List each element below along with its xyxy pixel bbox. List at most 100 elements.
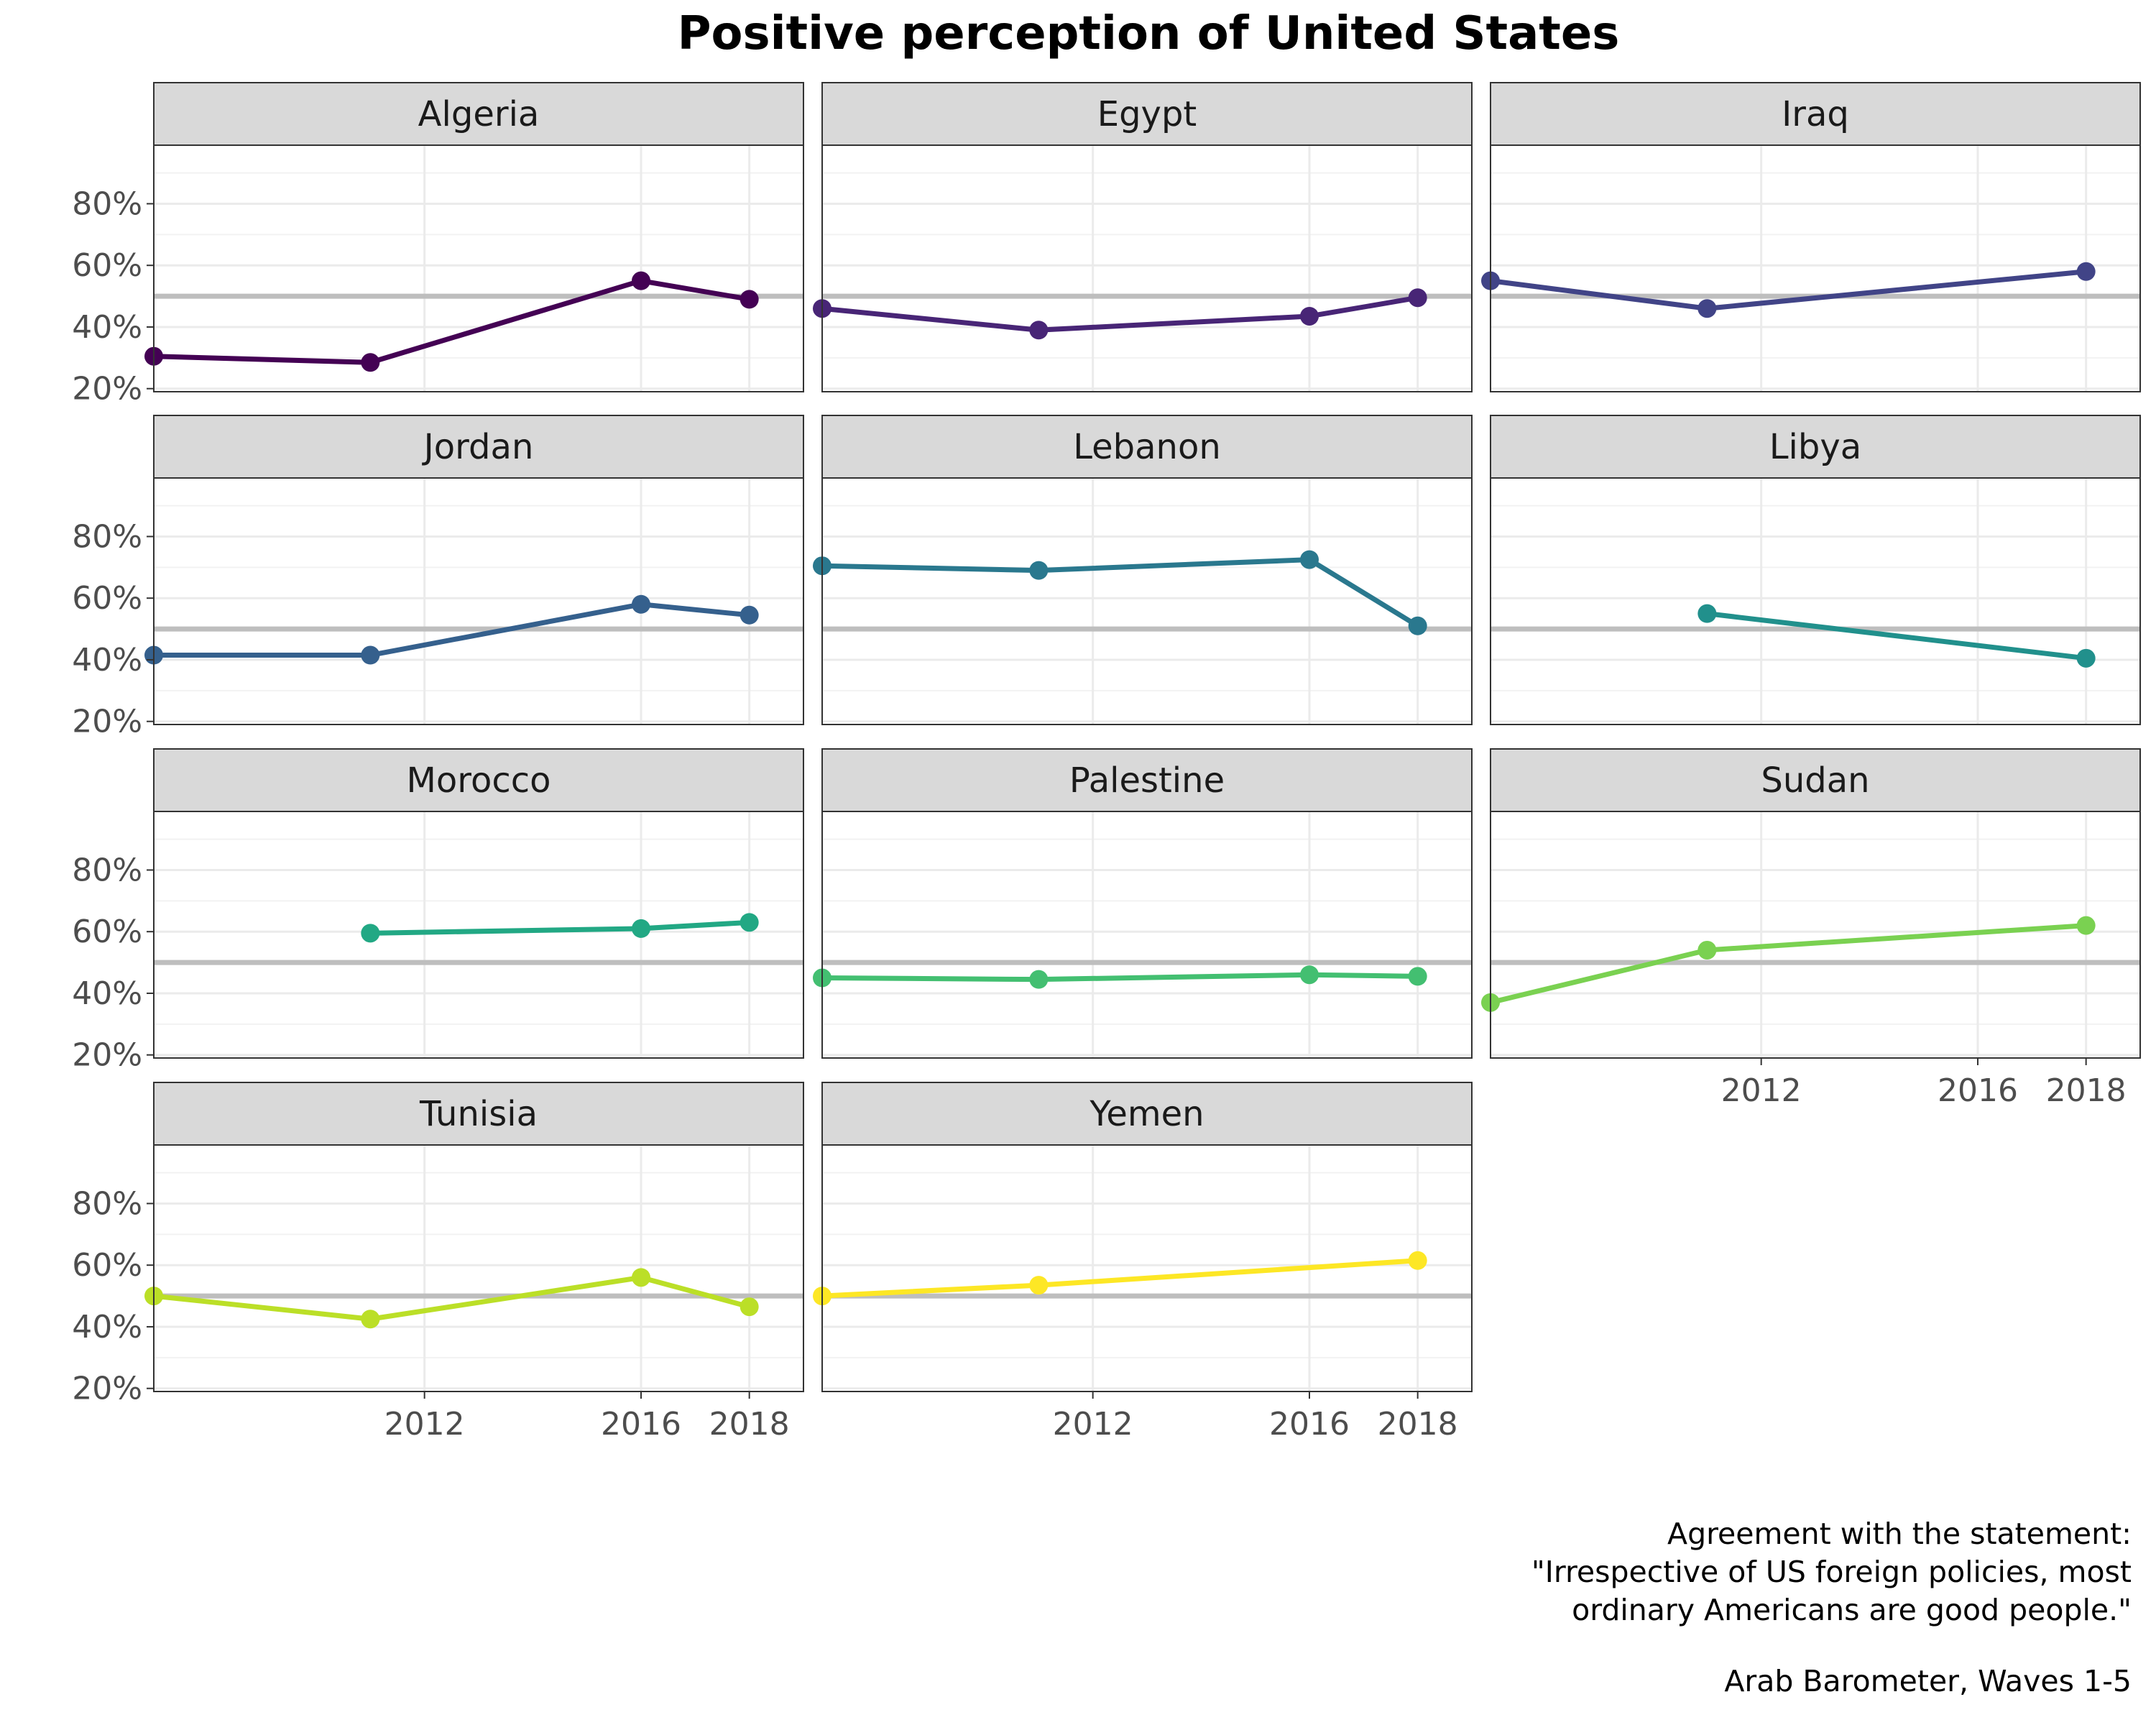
caption-line: Agreement with the statement: bbox=[1667, 1517, 2132, 1551]
data-point bbox=[2076, 916, 2096, 935]
panel-border bbox=[153, 477, 804, 725]
facet-lebanon: Lebanon bbox=[813, 415, 1473, 725]
data-point bbox=[2076, 262, 2096, 281]
series-line bbox=[151, 278, 752, 365]
y-tick-label: 80% bbox=[72, 185, 142, 222]
series-line bbox=[819, 295, 1421, 333]
facet-libya: Libya bbox=[1490, 415, 2141, 725]
facet-strip-label: Egypt bbox=[1097, 94, 1197, 134]
y-tick-label: 40% bbox=[72, 975, 142, 1012]
facet-tunisia: Tunisia 20% 40% 60% 80% 2012 2016 2018 bbox=[72, 1082, 804, 1443]
data-point bbox=[1408, 616, 1427, 635]
data-point bbox=[632, 1268, 650, 1287]
y-tick-label: 60% bbox=[72, 914, 142, 950]
panel-background bbox=[154, 145, 803, 392]
panel-background bbox=[1491, 145, 2140, 392]
data-point bbox=[1029, 970, 1049, 989]
y-tick-label: 20% bbox=[72, 1037, 142, 1074]
panel-border bbox=[153, 144, 804, 392]
series-line bbox=[1704, 611, 2089, 661]
facet-strip bbox=[1490, 748, 2141, 812]
series-line bbox=[151, 1274, 752, 1322]
panel-background bbox=[822, 1145, 1472, 1392]
facet-strip bbox=[153, 82, 804, 146]
facet-strip-label: Morocco bbox=[407, 760, 551, 801]
panel-border bbox=[821, 477, 1473, 725]
facet-strip bbox=[1490, 82, 2141, 146]
caption-line: "Irrespective of US foreign policies, mo… bbox=[1531, 1555, 2132, 1589]
data-point bbox=[361, 645, 380, 665]
facet-strip-label: Tunisia bbox=[419, 1094, 538, 1134]
facet-algeria: Algeria 20% 40% 60% 80% bbox=[72, 82, 804, 408]
facet-palestine: Palestine bbox=[813, 748, 1473, 1059]
panel-border bbox=[821, 811, 1473, 1059]
x-tick-label: 2018 bbox=[1378, 1406, 1458, 1443]
panel-background bbox=[822, 478, 1472, 724]
panel-border bbox=[821, 1144, 1473, 1392]
y-tick-label: 60% bbox=[72, 580, 142, 617]
data-point bbox=[1408, 1251, 1427, 1270]
data-point bbox=[1697, 604, 1717, 623]
data-point bbox=[632, 271, 650, 290]
facet-jordan: Jordan 20% 40% 60% 80% bbox=[72, 415, 804, 740]
data-point bbox=[1029, 561, 1049, 580]
y-tick-label: 80% bbox=[72, 518, 142, 555]
facet-strip-label: Libya bbox=[1769, 427, 1861, 467]
data-point bbox=[740, 1297, 759, 1317]
facet-strip-label: Yemen bbox=[1089, 1094, 1204, 1134]
x-tick-label: 2012 bbox=[384, 1406, 465, 1443]
facet-strip-label: Sudan bbox=[1761, 760, 1869, 801]
data-point bbox=[1697, 940, 1717, 960]
x-tick-label: 2018 bbox=[709, 1406, 790, 1443]
data-point bbox=[1408, 288, 1427, 308]
x-tick-label: 2016 bbox=[601, 1406, 681, 1443]
chart-caption: Agreement with the statement: "Irrespect… bbox=[1531, 1515, 2132, 1701]
facet-strip bbox=[153, 415, 804, 479]
y-tick-label: 20% bbox=[72, 704, 142, 740]
panel-background bbox=[154, 811, 803, 1058]
data-point bbox=[740, 605, 759, 625]
facet-strip bbox=[821, 415, 1473, 479]
panel-border bbox=[153, 811, 804, 1059]
y-tick-label: 40% bbox=[72, 642, 142, 678]
x-tick-label: 2016 bbox=[1269, 1406, 1350, 1443]
facet-strip bbox=[821, 82, 1473, 146]
caption-source: Arab Barometer, Waves 1-5 bbox=[1724, 1664, 2132, 1698]
data-point bbox=[1408, 967, 1427, 986]
chart-title: Positive perception of United States bbox=[678, 7, 1620, 60]
data-point bbox=[740, 290, 759, 309]
x-tick-label: 2012 bbox=[1721, 1072, 1802, 1109]
data-point bbox=[632, 919, 650, 938]
y-tick-label: 20% bbox=[72, 1371, 142, 1407]
panel-background bbox=[822, 145, 1472, 392]
facet-morocco: Morocco 20% 40% 60% 80% bbox=[72, 748, 804, 1074]
panel-border bbox=[153, 1144, 804, 1392]
facet-iraq: Iraq bbox=[1481, 82, 2141, 392]
facet-strip-label: Palestine bbox=[1069, 760, 1225, 801]
panel-background bbox=[822, 811, 1472, 1058]
facet-yemen: Yemen 2012 2016 2018 bbox=[813, 1082, 1473, 1443]
y-tick-label: 80% bbox=[72, 852, 142, 888]
data-point bbox=[1029, 321, 1049, 340]
data-point bbox=[361, 924, 380, 943]
y-tick-label: 80% bbox=[72, 1185, 142, 1222]
series-line bbox=[151, 602, 752, 658]
panel-border bbox=[1490, 811, 2141, 1059]
panel-border bbox=[1490, 477, 2141, 725]
panel-background bbox=[1491, 811, 2140, 1058]
data-point bbox=[361, 353, 380, 372]
facet-strip bbox=[153, 1082, 804, 1146]
facet-strip-label: Lebanon bbox=[1073, 427, 1221, 467]
x-tick-label: 2012 bbox=[1053, 1406, 1133, 1443]
data-point bbox=[1029, 1276, 1049, 1295]
panel-background bbox=[1491, 478, 2140, 724]
data-point bbox=[740, 913, 759, 932]
facet-strip bbox=[1490, 415, 2141, 479]
data-point bbox=[1300, 965, 1319, 985]
y-tick-label: 60% bbox=[72, 1247, 142, 1284]
facet-strip bbox=[153, 748, 804, 812]
y-tick-label: 40% bbox=[72, 309, 142, 346]
facet-panels: Algeria 20% 40% 60% 80% Egypt Iraq Jordan 20% 40%… bbox=[72, 82, 2141, 1443]
panel-background bbox=[154, 1145, 803, 1392]
